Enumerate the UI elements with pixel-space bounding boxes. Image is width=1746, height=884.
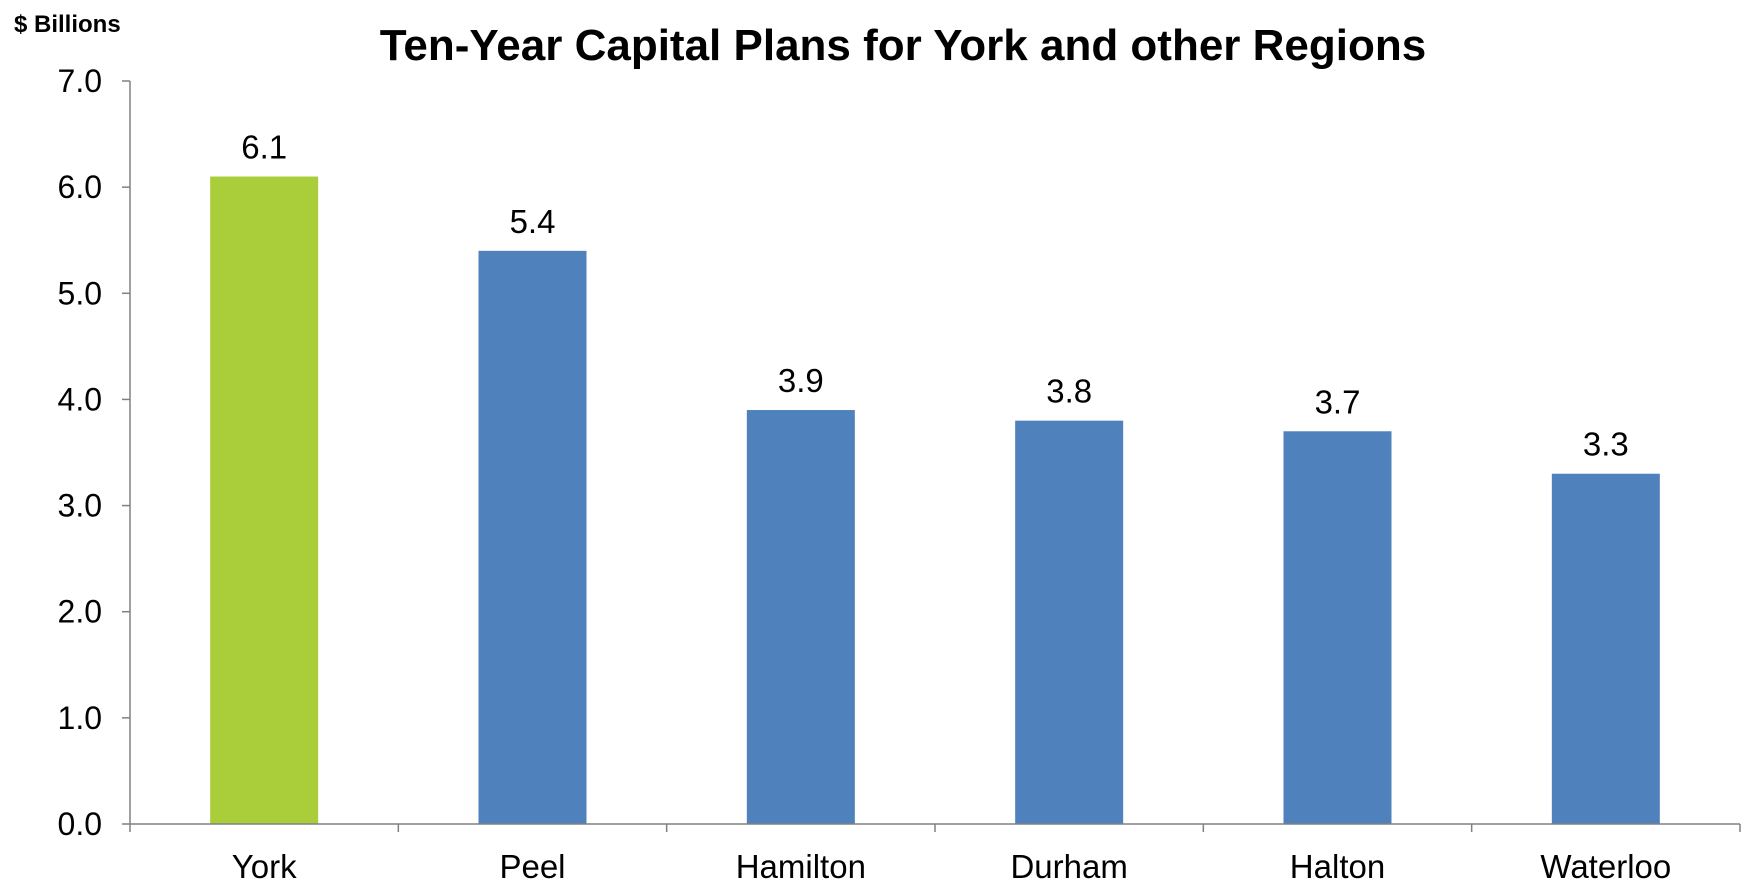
chart-title: Ten-Year Capital Plans for York and othe… <box>380 21 1426 70</box>
bar-peel <box>478 250 587 825</box>
x-category-label-durham: Durham <box>1010 848 1127 884</box>
bars-group <box>210 176 1660 825</box>
data-label-hamilton: 3.9 <box>778 362 824 399</box>
x-category-label-halton: Halton <box>1290 848 1385 884</box>
data-label-york: 6.1 <box>241 129 287 166</box>
bar-york <box>210 176 319 824</box>
y-tick-label: 4.0 <box>58 381 102 417</box>
y-tick-label: 7.0 <box>58 63 102 99</box>
bar-durham <box>1015 420 1124 824</box>
x-category-label-hamilton: Hamilton <box>736 848 866 884</box>
y-tick-label: 3.0 <box>58 488 102 524</box>
bar-waterloo <box>1551 473 1660 824</box>
x-category-label-york: York <box>232 848 297 884</box>
data-label-halton: 3.7 <box>1315 383 1361 420</box>
y-tick-label: 0.0 <box>58 806 102 842</box>
data-label-waterloo: 3.3 <box>1583 426 1629 463</box>
x-category-label-waterloo: Waterloo <box>1540 848 1671 884</box>
x-labels-group: York Peel Hamilton Durham Halton Waterloo <box>232 848 1671 884</box>
y-axis-unit-label: $ Billions <box>14 11 121 38</box>
y-tick-label: 2.0 <box>58 594 102 630</box>
y-tick-label: 6.0 <box>58 169 102 205</box>
y-tick-labels-group: 0.0 1.0 2.0 3.0 4.0 5.0 6.0 7.0 <box>58 63 102 842</box>
x-category-label-peel: Peel <box>499 848 565 884</box>
y-tick-label: 5.0 <box>58 275 102 311</box>
data-label-peel: 5.4 <box>510 203 556 240</box>
data-label-durham: 3.8 <box>1046 373 1092 410</box>
x-ticks-group <box>129 824 1741 832</box>
y-ticks-group <box>122 80 130 825</box>
bar-hamilton <box>746 410 855 824</box>
bar-halton <box>1283 431 1392 824</box>
data-labels-group: 6.1 5.4 3.9 3.8 3.7 3.3 <box>241 129 1629 463</box>
y-tick-label: 1.0 <box>58 700 102 736</box>
